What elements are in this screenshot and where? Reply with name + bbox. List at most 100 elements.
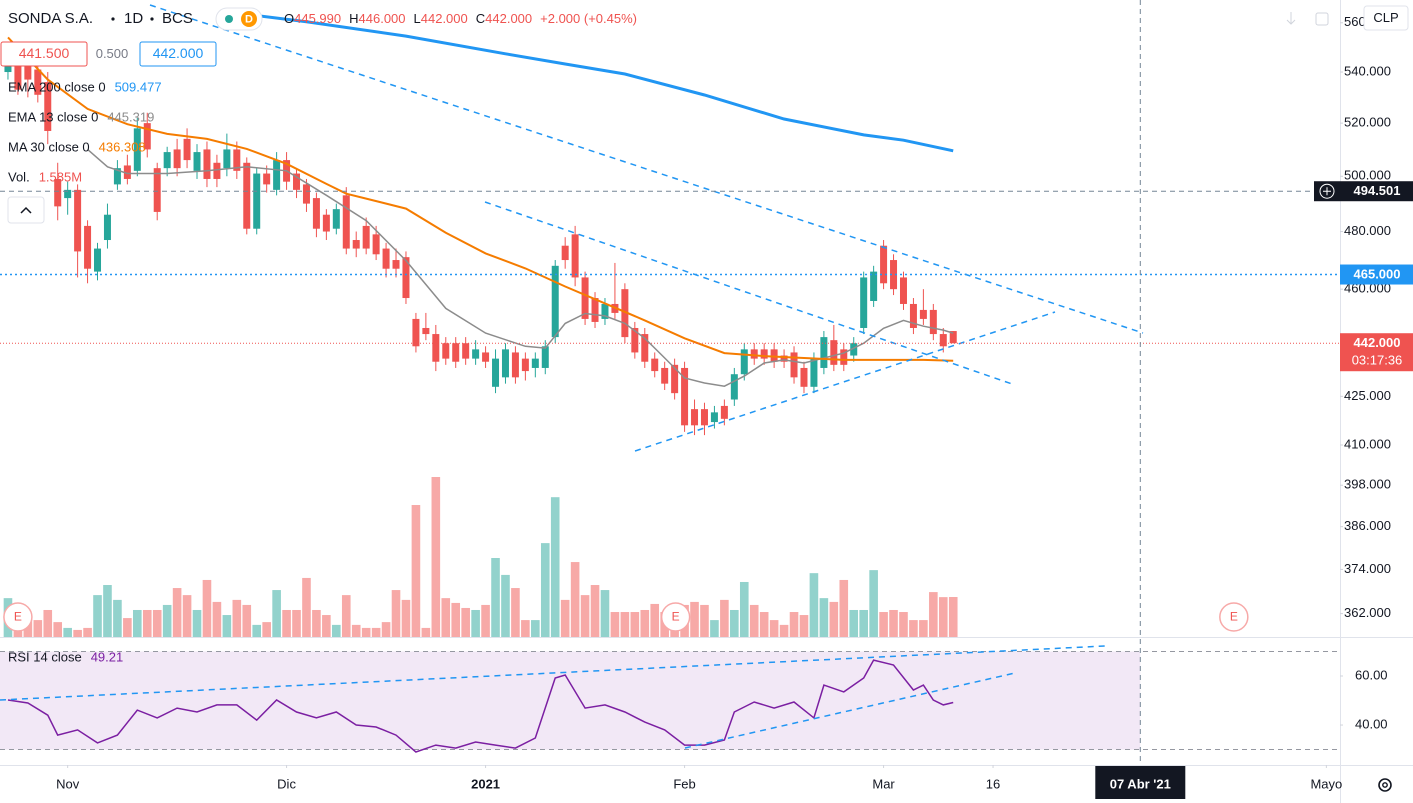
candle-body[interactable] — [899, 277, 907, 304]
candle-body[interactable] — [631, 327, 639, 353]
candle-body[interactable] — [750, 349, 758, 359]
candle-body[interactable] — [203, 149, 211, 179]
candle-body[interactable] — [153, 168, 161, 212]
candle-body[interactable] — [382, 248, 390, 269]
bid-price[interactable]: 441.500 — [19, 45, 70, 61]
candle-body[interactable] — [74, 189, 82, 252]
candle-body[interactable] — [243, 162, 251, 229]
candle-body[interactable] — [173, 149, 181, 169]
collapse-button[interactable] — [7, 196, 45, 224]
indicator-line[interactable] — [87, 148, 954, 387]
candle-body[interactable] — [123, 165, 131, 179]
candle-body[interactable] — [143, 123, 151, 150]
candle-body[interactable] — [412, 318, 420, 347]
currency[interactable]: CLP — [1373, 10, 1398, 25]
currency-button[interactable] — [1363, 5, 1409, 31]
candle-body[interactable] — [113, 168, 121, 185]
candle-body[interactable] — [64, 189, 72, 199]
candle-body[interactable] — [671, 364, 679, 394]
trendline[interactable] — [0, 645, 1106, 701]
candle-body[interactable] — [273, 160, 281, 190]
candle-body[interactable] — [103, 214, 111, 241]
candle-body[interactable] — [919, 309, 927, 319]
candle-body[interactable] — [591, 298, 599, 322]
maximize-icon[interactable] — [1315, 12, 1329, 26]
candle-body[interactable] — [432, 334, 440, 362]
candle-body[interactable] — [760, 349, 768, 359]
candle-body[interactable] — [133, 128, 141, 171]
candle-body[interactable] — [342, 195, 350, 249]
candle-body[interactable] — [770, 349, 778, 362]
candle-body[interactable] — [601, 303, 609, 319]
candle-body[interactable] — [183, 138, 191, 161]
candle-body[interactable] — [651, 358, 659, 372]
candle-body[interactable] — [352, 240, 360, 249]
rsi-line[interactable] — [7, 659, 954, 753]
ask-price[interactable]: 442.000 — [153, 45, 204, 61]
candle-body[interactable] — [462, 343, 470, 359]
candle-body[interactable] — [293, 173, 301, 190]
candle-body[interactable] — [521, 358, 529, 372]
candle-body[interactable] — [541, 346, 549, 368]
candle-body[interactable] — [740, 349, 748, 375]
candle-body[interactable] — [511, 352, 519, 378]
indicator-line[interactable] — [7, 36, 954, 362]
symbol[interactable]: SONDA S.A. — [8, 10, 93, 27]
candle-body[interactable] — [860, 277, 868, 328]
candle-body[interactable] — [909, 303, 917, 328]
candle-body[interactable] — [94, 248, 102, 272]
candle-body[interactable] — [482, 352, 490, 362]
interval[interactable]: 1D — [124, 10, 143, 27]
candle-body[interactable] — [681, 367, 689, 426]
candle-body[interactable] — [253, 173, 261, 229]
candle-body[interactable] — [820, 337, 828, 368]
candle-body[interactable] — [661, 367, 669, 384]
candle-body[interactable] — [24, 64, 32, 80]
candle-body[interactable] — [263, 173, 271, 185]
trendline[interactable] — [484, 201, 1016, 386]
candle-body[interactable] — [710, 412, 718, 423]
candle-body[interactable] — [939, 334, 947, 347]
candle-body[interactable] — [830, 340, 838, 365]
candle-body[interactable] — [492, 358, 500, 387]
sell-button[interactable] — [0, 41, 88, 67]
candle-body[interactable] — [581, 277, 589, 319]
candle-body[interactable] — [322, 214, 330, 232]
candle-body[interactable] — [840, 349, 848, 365]
candle-body[interactable] — [34, 69, 42, 95]
trendline[interactable] — [634, 311, 1056, 452]
candle-body[interactable] — [362, 225, 370, 249]
candle-body[interactable] — [850, 343, 858, 356]
settings-icon[interactable] — [1378, 778, 1392, 792]
candle-body[interactable] — [700, 409, 708, 426]
candle-body[interactable] — [312, 198, 320, 229]
candle-body[interactable] — [621, 289, 629, 338]
candle-body[interactable] — [302, 184, 310, 204]
candle-body[interactable] — [730, 374, 738, 400]
candle-body[interactable] — [332, 209, 340, 229]
trendline[interactable] — [684, 672, 1016, 749]
candle-body[interactable] — [372, 234, 380, 255]
earnings-marker[interactable] — [3, 602, 33, 632]
candle-body[interactable] — [720, 405, 728, 419]
candle-body[interactable] — [163, 152, 171, 169]
candle-body[interactable] — [452, 343, 460, 362]
candle-body[interactable] — [392, 260, 400, 269]
candle-body[interactable] — [402, 257, 410, 299]
candle-body[interactable] — [810, 358, 818, 387]
candle-body[interactable] — [223, 149, 231, 169]
settings-gear[interactable] — [1378, 778, 1392, 792]
candle-body[interactable] — [929, 309, 937, 335]
candle-body[interactable] — [233, 149, 241, 171]
candle-body[interactable] — [880, 245, 888, 284]
candle-body[interactable] — [193, 152, 201, 171]
add-alert-icon[interactable] — [1319, 183, 1335, 199]
candle-body[interactable] — [790, 352, 798, 378]
earnings-marker[interactable] — [660, 602, 691, 632]
candle-body[interactable] — [84, 225, 92, 269]
candle-body[interactable] — [422, 327, 430, 335]
candle-body[interactable] — [870, 271, 878, 301]
candle-body[interactable] — [561, 245, 569, 261]
candle-body[interactable] — [780, 355, 788, 362]
candle-body[interactable] — [501, 349, 509, 378]
